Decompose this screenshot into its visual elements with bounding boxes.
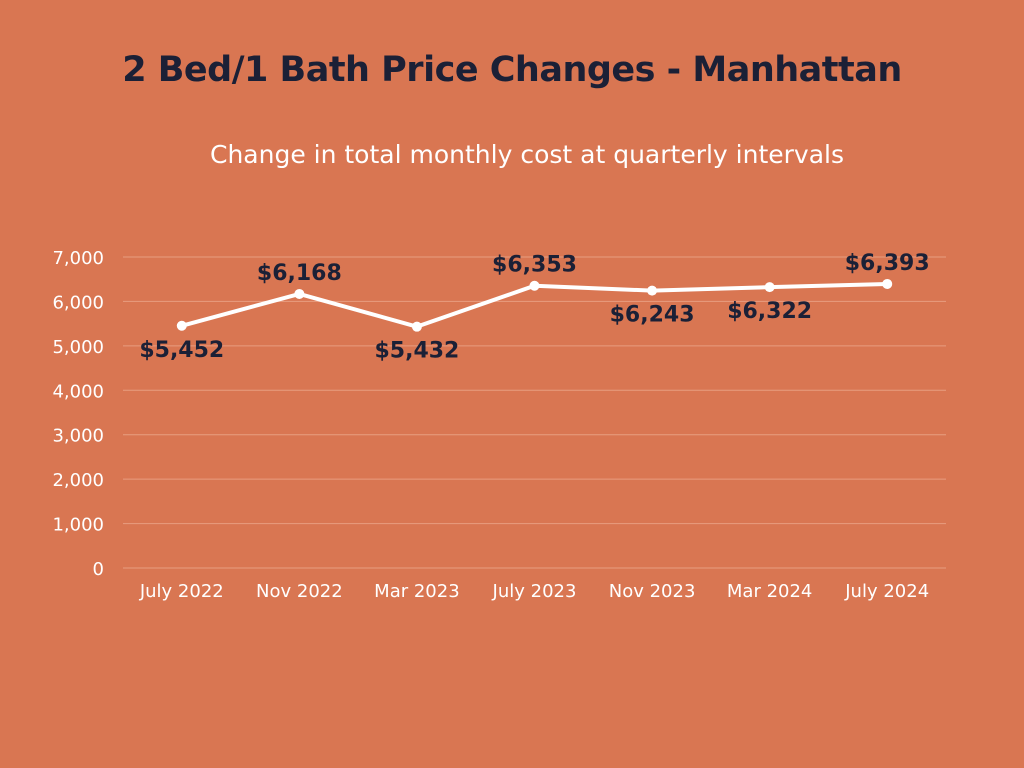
y-tick-label: 0	[93, 559, 104, 580]
x-tick-label: July 2022	[139, 581, 224, 602]
data-label: $6,243	[610, 303, 695, 328]
x-tick-label: Nov 2022	[256, 581, 343, 602]
data-point	[647, 285, 658, 296]
x-tick-label: Mar 2024	[727, 581, 813, 602]
data-label: $6,168	[257, 261, 342, 286]
y-tick-label: 1,000	[52, 515, 104, 536]
data-label: $6,322	[727, 299, 812, 324]
x-tick-label: July 2024	[844, 581, 929, 602]
y-tick-label: 3,000	[52, 426, 104, 447]
data-point	[411, 321, 422, 332]
data-point	[882, 278, 893, 289]
data-point	[529, 280, 540, 291]
data-point	[294, 288, 305, 299]
x-tick-label: Nov 2023	[609, 581, 696, 602]
y-tick-label: 7,000	[52, 248, 104, 269]
data-label: $5,452	[139, 338, 224, 363]
data-label: $6,393	[845, 251, 930, 276]
y-tick-label: 5,000	[52, 337, 104, 358]
data-label: $6,353	[492, 253, 577, 278]
x-tick-label: Mar 2023	[374, 581, 460, 602]
x-tick-label: July 2023	[492, 581, 577, 602]
y-tick-label: 2,000	[52, 470, 104, 491]
y-tick-label: 6,000	[52, 292, 104, 313]
chart-title: 2 Bed/1 Bath Price Changes - Manhattan	[122, 50, 902, 90]
y-tick-label: 4,000	[52, 381, 104, 402]
data-point	[764, 282, 775, 293]
data-point	[176, 320, 187, 331]
chart-subtitle: Change in total monthly cost at quarterl…	[209, 140, 845, 169]
data-label: $5,432	[374, 339, 459, 364]
